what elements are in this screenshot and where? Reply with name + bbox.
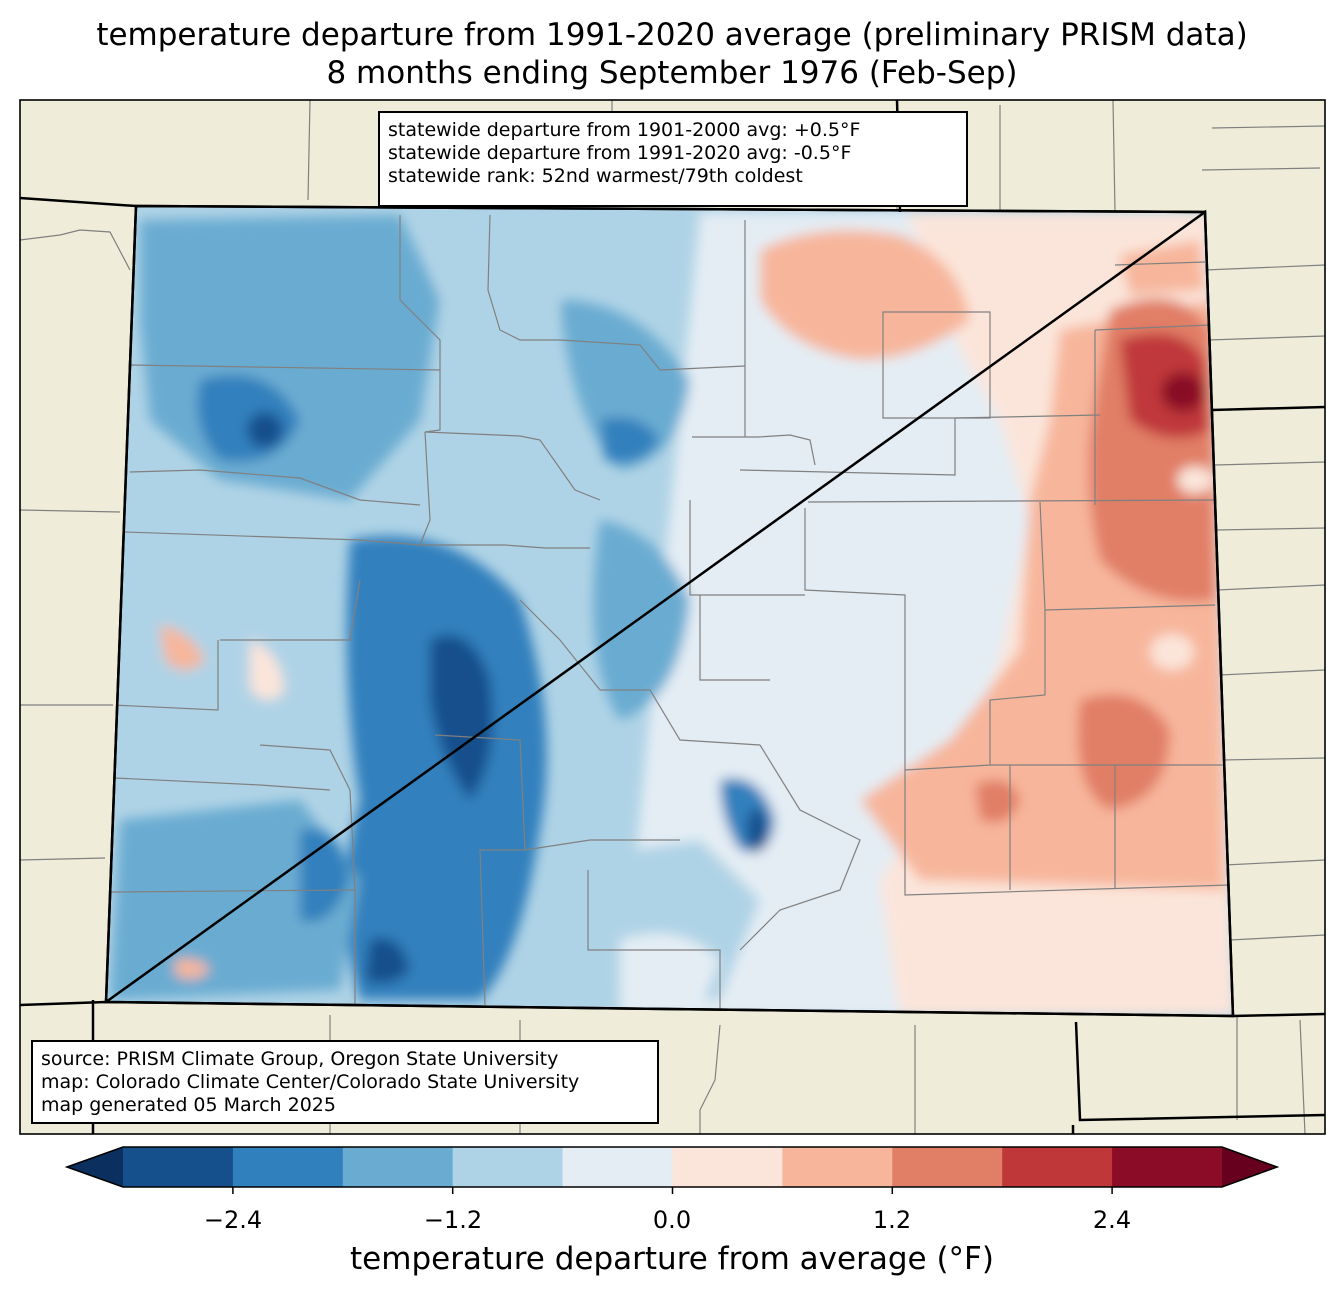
credits-source: source: PRISM Climate Group, Oregon Stat… [41,1048,559,1070]
credits-map: map: Colorado Climate Center/Colorado St… [41,1071,580,1093]
temperature-departure-field [106,206,1233,1016]
colorbar-outline [64,1146,1280,1188]
statewide-stats-box: statewide departure from 1901-2000 avg: … [378,111,968,207]
colorbar-tick-label: 0.0 [652,1206,692,1234]
colorado-border [104,204,1235,1018]
colorbar-segment [123,1147,234,1187]
colorbar-segment [672,1147,783,1187]
stats-rank: statewide rank: 52nd warmest/79th coldes… [388,165,803,187]
colorbar-tick-label: 1.2 [872,1206,912,1234]
colorbar-segment [452,1147,564,1187]
stats-departure-1901-2000: statewide departure from 1901-2000 avg: … [388,119,861,141]
colorbar-label: temperature departure from average (°F) [350,1241,994,1277]
colorbar-segment [782,1147,893,1187]
colorbar-tick-label: −1.2 [423,1206,483,1234]
colorbar-over-arrow [1222,1147,1277,1187]
colorado-county-lines [109,214,1231,1010]
colorbar-tick-label: −2.4 [203,1206,263,1234]
map-title-line2: 8 months ending September 1976 (Feb-Sep) [326,55,1018,91]
colorbar-segment [342,1147,454,1187]
colorbar-segment [1002,1147,1113,1187]
colorbar-segment [232,1147,344,1187]
colorbar [64,1146,1280,1194]
colorbar-segment [562,1147,673,1187]
credits-box: source: PRISM Climate Group, Oregon Stat… [31,1040,659,1124]
colorbar-segment [1112,1147,1223,1187]
map-frame [19,99,1326,1135]
colorbar-segment [892,1147,1003,1187]
map-title-line1: temperature departure from 1991-2020 ave… [96,17,1248,53]
credits-generated: map generated 05 March 2025 [41,1094,336,1116]
colorbar-under-arrow [67,1147,123,1187]
stats-departure-1991-2020: statewide departure from 1991-2020 avg: … [388,142,852,164]
colorbar-tick-label: 2.4 [1092,1206,1132,1234]
